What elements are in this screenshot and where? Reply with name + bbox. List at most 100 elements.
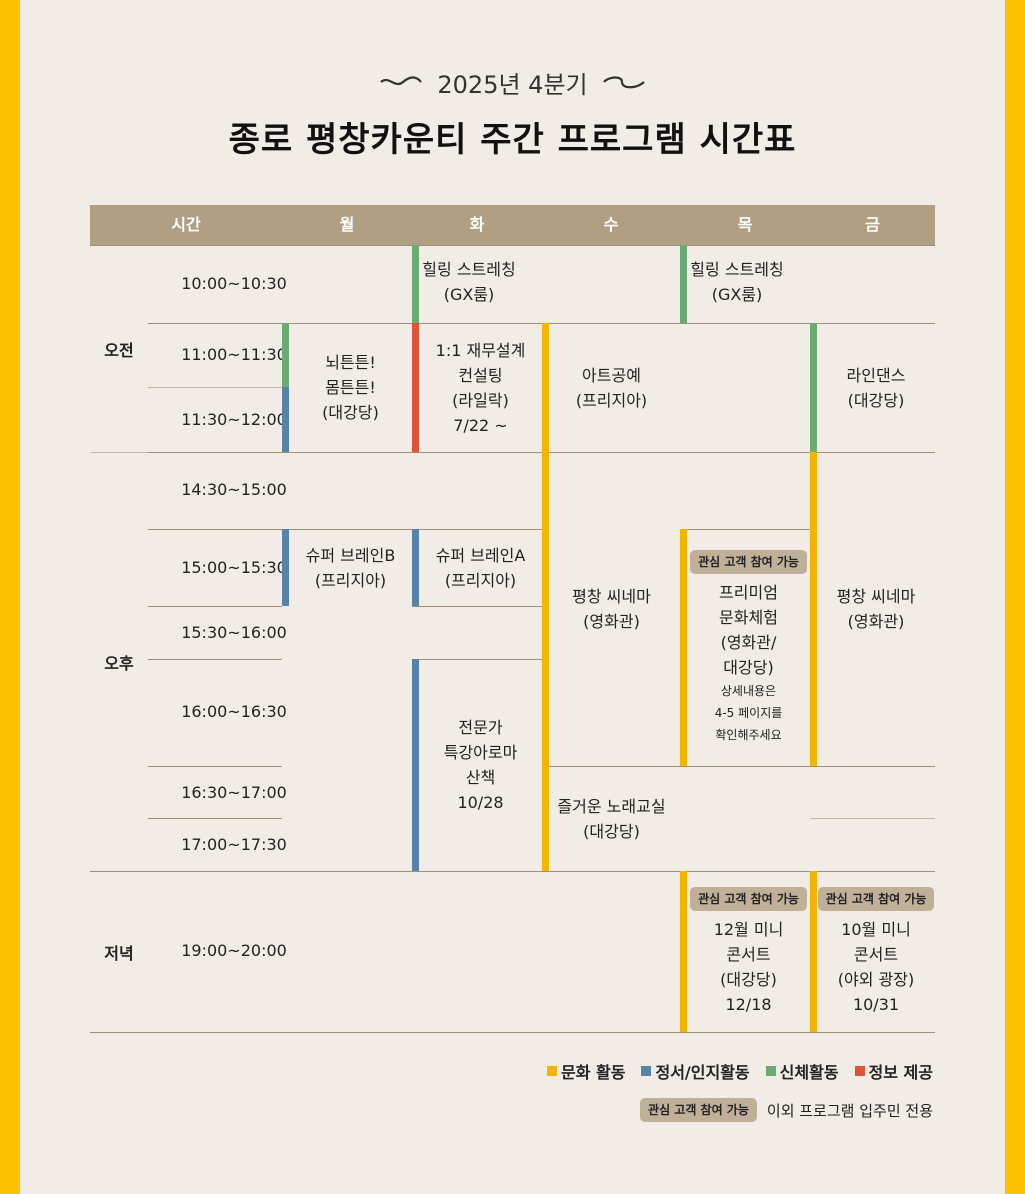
- event-text: 아트공예: [582, 365, 641, 385]
- event-text: 전문가: [458, 718, 503, 737]
- event-text: 1:1 재무설계: [435, 340, 526, 360]
- event-text: 힐링 스트레칭: [422, 260, 516, 279]
- category-bar-emotion: [412, 659, 419, 871]
- event-text: 컨설팅: [458, 365, 503, 385]
- header-tue: 화: [469, 215, 485, 234]
- event-text: (대강당): [720, 969, 777, 989]
- guest-badge: 관심 고객 참여 가능: [690, 886, 807, 911]
- row-divider: [148, 818, 282, 819]
- legend-label: 정보 제공: [868, 1063, 933, 1082]
- event-text: 몸튼튼!: [325, 378, 376, 397]
- subtitle-row: 2025년 4분기: [0, 62, 1025, 102]
- event-text: 7/22 ~: [453, 415, 508, 435]
- physical-swatch-icon: [765, 1066, 776, 1076]
- category-bar-physical: [810, 323, 817, 452]
- info-swatch-icon: [854, 1066, 865, 1076]
- event-text: 12/18: [725, 994, 772, 1014]
- header-wed: 수: [603, 215, 619, 234]
- right-accent-bar: [1005, 0, 1025, 1194]
- event-thu-healing-stretching: 힐링 스트레칭 (GX룸): [687, 257, 787, 307]
- event-wed-pyeongchang-cinema: 평창 씨네마 (영화관): [549, 452, 674, 766]
- row-divider: [542, 766, 935, 767]
- category-bar-emotion: [412, 529, 419, 606]
- event-text: 대강당): [723, 657, 774, 677]
- row-divider: [148, 766, 282, 767]
- time-label: 16:30~17:00: [181, 783, 287, 802]
- row-divider: [90, 1032, 935, 1033]
- schedule-table: 시간 월 화 수 목 금 오전 오후 저녁 10:00~10:30 11:00~…: [90, 205, 935, 1035]
- event-wed-art-craft: 아트공예 (프리지아): [549, 323, 674, 452]
- row-divider: [680, 529, 810, 530]
- event-text: (라일락): [452, 390, 509, 410]
- time-label: 16:00~16:30: [181, 702, 287, 721]
- legend-culture: 문화 활동: [547, 1059, 625, 1083]
- page-title: 종로 평창카운티 주간 프로그램 시간표: [228, 120, 797, 160]
- event-note: 확인해주세요: [715, 727, 782, 742]
- row-divider: [412, 606, 542, 607]
- culture-swatch-icon: [547, 1066, 558, 1076]
- category-bar-culture: [680, 529, 687, 766]
- event-text: (대강당): [322, 403, 379, 422]
- event-text: 10/31: [852, 994, 900, 1014]
- event-text: 프리미엄: [719, 582, 778, 602]
- time-label: 15:00~15:30: [181, 558, 287, 577]
- legend-label: 신체활동: [779, 1063, 839, 1082]
- legend-label: 문화 활동: [561, 1063, 626, 1082]
- legend-emotion: 정서/인지활동: [641, 1059, 750, 1083]
- row-divider: [412, 659, 542, 660]
- time-label: 10:00~10:30: [181, 274, 287, 293]
- legend-note: 이외 프로그램 입주민 전용: [766, 1101, 933, 1120]
- category-bar-culture: [810, 871, 817, 1032]
- event-text: 슈퍼 브레인B: [305, 545, 396, 565]
- event-text: (영화관): [847, 612, 905, 631]
- event-tue-aroma-lecture: 전문가 특강아로마 산책 10/28: [419, 659, 542, 871]
- event-thu-december-concert: 관심 고객 참여 가능 12월 미니 콘서트 (대강당) 12/18: [687, 871, 810, 1032]
- event-text: 라인댄스: [846, 365, 906, 385]
- header-time: 시간: [171, 215, 201, 234]
- event-text: 즐거운 노래교실: [557, 796, 666, 816]
- time-label: 15:30~16:00: [181, 623, 287, 642]
- category-bar-physical: [282, 323, 289, 387]
- table-header: 시간 월 화 수 목 금: [90, 205, 935, 245]
- row-divider: [148, 387, 282, 388]
- row-divider: [90, 871, 935, 872]
- header-mon: 월: [339, 215, 355, 234]
- event-fri-pyeongchang-cinema: 평창 씨네마 (영화관): [817, 452, 935, 766]
- guest-badge: 관심 고객 참여 가능: [690, 549, 807, 574]
- event-tue-financial-consulting: 1:1 재무설계 컨설팅 (라일락) 7/22 ~: [419, 323, 542, 452]
- category-bar-emotion: [282, 387, 289, 452]
- right-ornament-icon: [602, 76, 645, 89]
- guest-badge: 관심 고객 참여 가능: [640, 1098, 757, 1122]
- period-afternoon: 오후: [104, 654, 134, 673]
- event-text: 평창 씨네마: [836, 587, 916, 606]
- time-label: 11:30~12:00: [181, 410, 287, 429]
- row-divider: [148, 529, 542, 530]
- event-wed-singing-class: 즐거운 노래교실 (대강당): [549, 766, 674, 871]
- event-text: 특강아로마: [443, 743, 518, 762]
- legend: 문화 활동 정서/인지활동 신체활동 정보 제공: [547, 1059, 933, 1083]
- event-text: (프리지아): [575, 390, 648, 410]
- emotion-swatch-icon: [641, 1066, 652, 1076]
- event-fri-line-dance: 라인댄스 (대강당): [817, 323, 935, 452]
- event-text: 10월 미니: [841, 919, 911, 939]
- row-divider: [90, 452, 148, 453]
- category-bar-physical: [412, 245, 419, 323]
- time-label: 19:00~20:00: [181, 941, 287, 960]
- legend-note-row: 관심 고객 참여 가능 이외 프로그램 입주민 전용: [640, 1098, 933, 1122]
- event-text: 12월 미니: [713, 919, 784, 939]
- row-divider: [148, 659, 282, 660]
- legend-physical: 신체활동: [765, 1059, 839, 1083]
- header-thu: 목: [737, 215, 753, 234]
- event-fri-october-concert: 관심 고객 참여 가능 10월 미니 콘서트 (야외 광장) 10/31: [817, 871, 935, 1032]
- event-text: (대강당): [583, 821, 640, 841]
- guest-badge: 관심 고객 참여 가능: [817, 886, 935, 911]
- event-text: 슈퍼 브레인A: [435, 545, 526, 565]
- time-label: 17:00~17:30: [181, 835, 287, 854]
- event-tue-healing-stretching: 힐링 스트레칭 (GX룸): [419, 257, 519, 307]
- event-text: 힐링 스트레칭: [690, 260, 784, 279]
- event-text: 콘서트: [726, 944, 771, 964]
- header-fri: 금: [865, 215, 880, 234]
- event-text: (야외 광장): [837, 969, 915, 989]
- event-text: (프리지아): [444, 570, 517, 590]
- event-text: 산책: [465, 768, 496, 787]
